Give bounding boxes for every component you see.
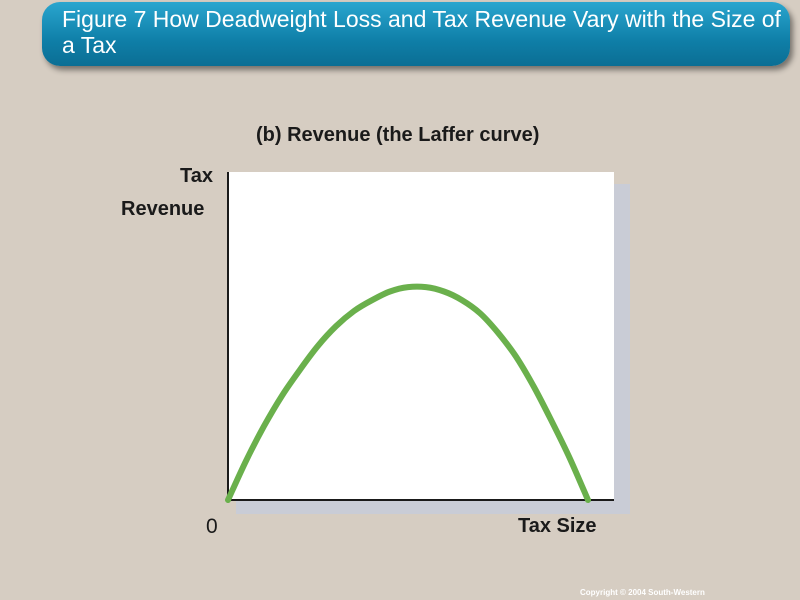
laffer-curve-line-0 — [225, 283, 591, 503]
title-bar — [42, 2, 790, 66]
y-axis-label-tax: Tax — [180, 165, 213, 187]
series-layer — [225, 283, 591, 503]
x-axis-label: Tax Size — [518, 515, 597, 537]
y-axis-label-revenue: Revenue — [121, 198, 205, 220]
origin-label: 0 — [206, 515, 218, 538]
chart-subtitle: (b) Revenue (the Laffer curve) — [256, 124, 540, 146]
slide-title: Figure 7 How Deadweight Loss and Tax Rev… — [62, 6, 781, 58]
plot-panel — [228, 172, 614, 500]
copyright-notice: Copyright © 2004 South-Western — [580, 588, 705, 597]
